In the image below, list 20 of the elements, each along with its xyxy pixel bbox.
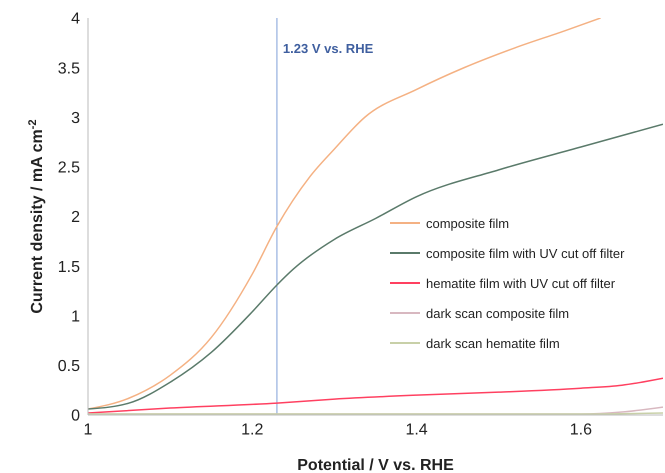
y-tick-label: 0 — [71, 408, 80, 425]
x-tick-label: 1.4 — [405, 421, 428, 438]
legend-label: dark scan composite film — [426, 306, 570, 320]
y-tick-label: 2 — [71, 209, 80, 226]
x-tick-label: 1.6 — [570, 421, 592, 438]
y-tick-label: 3 — [71, 110, 80, 127]
legend-label: dark scan hematite film — [426, 336, 560, 350]
y-tick-label: 3.5 — [58, 60, 80, 78]
y-tick-label: 2.5 — [58, 160, 80, 177]
legend-label: composite film — [426, 216, 510, 230]
x-tick-label: 1.2 — [241, 421, 264, 438]
y-tick-label: 4 — [71, 10, 80, 28]
legend-label: composite film with UV cut off filter — [426, 246, 624, 260]
legend-label: hematite film with UV cut off filter — [426, 276, 616, 290]
y-tick-label: 1.5 — [58, 258, 80, 276]
y-tick-label: 0.5 — [58, 358, 80, 376]
x-axis-title: Potential / V vs. RHE — [297, 457, 454, 473]
y-tick-label: 1 — [71, 308, 80, 326]
x-tick-label: 1 — [84, 421, 93, 438]
ref-line-label: 1.23 V vs. RHE — [282, 41, 374, 56]
